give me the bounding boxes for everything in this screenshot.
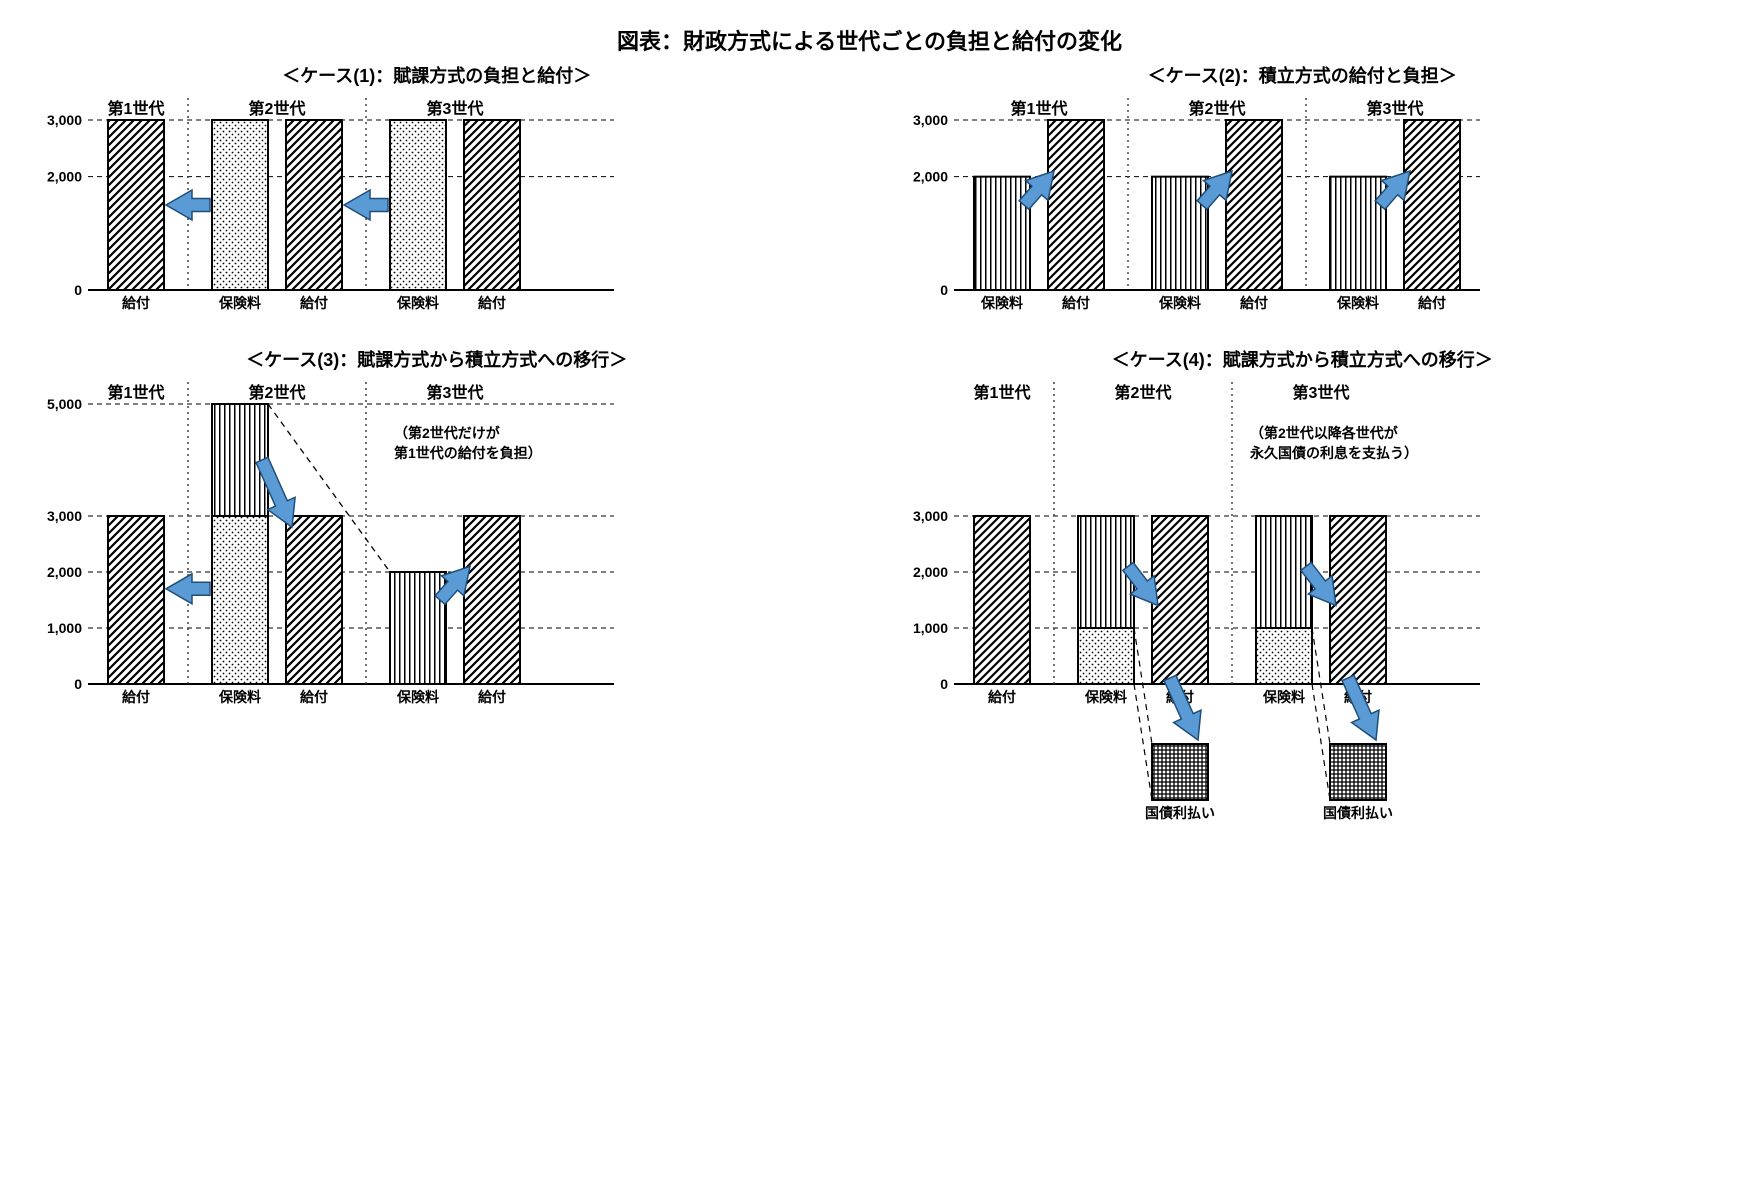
- svg-text:給付: 給付: [122, 295, 150, 311]
- chart-svg: 0 2,000 3,000 第1世代 第2世代 第3世代給付 保険料 給付 保険料 給付: [24, 94, 624, 318]
- svg-text:0: 0: [940, 282, 948, 298]
- svg-text:3,000: 3,000: [47, 508, 82, 524]
- svg-text:保険料: 保険料: [1336, 295, 1379, 311]
- svg-text:給付: 給付: [478, 689, 506, 705]
- svg-text:保険料: 保険料: [1158, 295, 1201, 311]
- panel-case4: ＜ケース(4)：賦課方式から積立方式への移行＞ 0 1,000 2,000 3,000…: [890, 346, 1716, 844]
- svg-text:国債利払い: 国債利払い: [1145, 805, 1215, 821]
- svg-text:給付: 給付: [1240, 295, 1268, 311]
- svg-text:永久国債の利息を支払う）: 永久国債の利息を支払う）: [1249, 445, 1418, 461]
- svg-text:0: 0: [74, 676, 82, 692]
- panel-title: ＜ケース(4)：賦課方式から積立方式への移行＞: [890, 346, 1716, 372]
- svg-text:第3世代: 第3世代: [1366, 99, 1423, 118]
- panel-title: ＜ケース(1)：賦課方式の負担と給付＞: [24, 62, 850, 88]
- svg-text:給付: 給付: [300, 295, 328, 311]
- svg-text:保険料: 保険料: [1262, 689, 1305, 705]
- svg-text:2,000: 2,000: [47, 564, 82, 580]
- svg-text:5,000: 5,000: [47, 396, 82, 412]
- svg-text:第3世代: 第3世代: [1292, 383, 1349, 402]
- svg-text:3,000: 3,000: [912, 508, 947, 524]
- svg-text:第2世代: 第2世代: [249, 99, 306, 118]
- svg-text:第2世代: 第2世代: [1188, 99, 1245, 118]
- svg-text:2,000: 2,000: [912, 564, 947, 580]
- chart-grid: ＜ケース(1)：賦課方式の負担と給付＞ 02,0003,000第1世代第2世代第…: [24, 62, 1715, 844]
- svg-text:（第2世代以降各世代が: （第2世代以降各世代が: [1250, 425, 1399, 441]
- svg-text:給付: 給付: [300, 689, 328, 705]
- svg-text:3,000: 3,000: [912, 112, 947, 128]
- svg-text:第1世代の給付を負担）: 第1世代の給付を負担）: [394, 445, 542, 461]
- svg-text:0: 0: [940, 676, 948, 692]
- svg-text:2,000: 2,000: [47, 169, 82, 185]
- panel-case1: ＜ケース(1)：賦課方式の負担と給付＞ 0 2,000 3,000 第1世代 第2世代 第…: [24, 62, 850, 318]
- svg-text:1,000: 1,000: [47, 620, 82, 636]
- svg-text:第1世代: 第1世代: [973, 383, 1030, 402]
- svg-text:給付: 給付: [122, 689, 150, 705]
- svg-text:（第2世代だけが: （第2世代だけが: [394, 425, 501, 441]
- svg-text:保険料: 保険料: [218, 295, 261, 311]
- svg-text:1,000: 1,000: [912, 620, 947, 636]
- svg-text:給付: 給付: [1062, 295, 1090, 311]
- svg-text:3,000: 3,000: [47, 112, 82, 128]
- svg-text:第1世代: 第1世代: [108, 99, 165, 118]
- svg-text:保険料: 保険料: [396, 689, 439, 705]
- chart-main-title: 図表：財政方式による世代ごとの負担と給付の変化: [24, 24, 1715, 56]
- panel-title: ＜ケース(2)：積立方式の給付と負担＞: [890, 62, 1716, 88]
- svg-text:給付: 給付: [988, 689, 1016, 705]
- panel-title: ＜ケース(3)：賦課方式から積立方式への移行＞: [24, 346, 850, 372]
- svg-text:給付: 給付: [478, 295, 506, 311]
- svg-text:0: 0: [74, 282, 82, 298]
- chart-svg: 01,0002,0003,000第1世代第2世代第3世代給付保険料給付保険料給付…: [890, 378, 1490, 844]
- svg-text:保険料: 保険料: [396, 295, 439, 311]
- svg-text:2,000: 2,000: [912, 169, 947, 185]
- panel-case3: ＜ケース(3)：賦課方式から積立方式への移行＞ 0 1,000 2,000 3,000…: [24, 346, 850, 844]
- chart-svg: 0 2,000 3,000 第1世代 第2世代 第3世代保険料 給付 保険料 給付 保険料 給付: [890, 94, 1490, 318]
- svg-text:第3世代: 第3世代: [427, 383, 484, 402]
- svg-text:第3世代: 第3世代: [427, 99, 484, 118]
- svg-text:第1世代: 第1世代: [1010, 99, 1067, 118]
- svg-text:給付: 給付: [1418, 295, 1446, 311]
- svg-text:国債利払い: 国債利払い: [1323, 805, 1393, 821]
- svg-text:保険料: 保険料: [980, 295, 1023, 311]
- svg-text:保険料: 保険料: [1084, 689, 1127, 705]
- svg-text:第2世代: 第2世代: [249, 383, 306, 402]
- svg-text:第2世代: 第2世代: [1114, 383, 1171, 402]
- svg-text:第1世代: 第1世代: [108, 383, 165, 402]
- chart-svg: 0 1,000 2,000 3,000 5,000 第1世代 第2世代 第3世代給付 保険料 給付…: [24, 378, 624, 712]
- panel-case2: ＜ケース(2)：積立方式の給付と負担＞ 0 2,000 3,000 第1世代 第2世代 第…: [890, 62, 1716, 318]
- svg-text:保険料: 保険料: [218, 689, 261, 705]
